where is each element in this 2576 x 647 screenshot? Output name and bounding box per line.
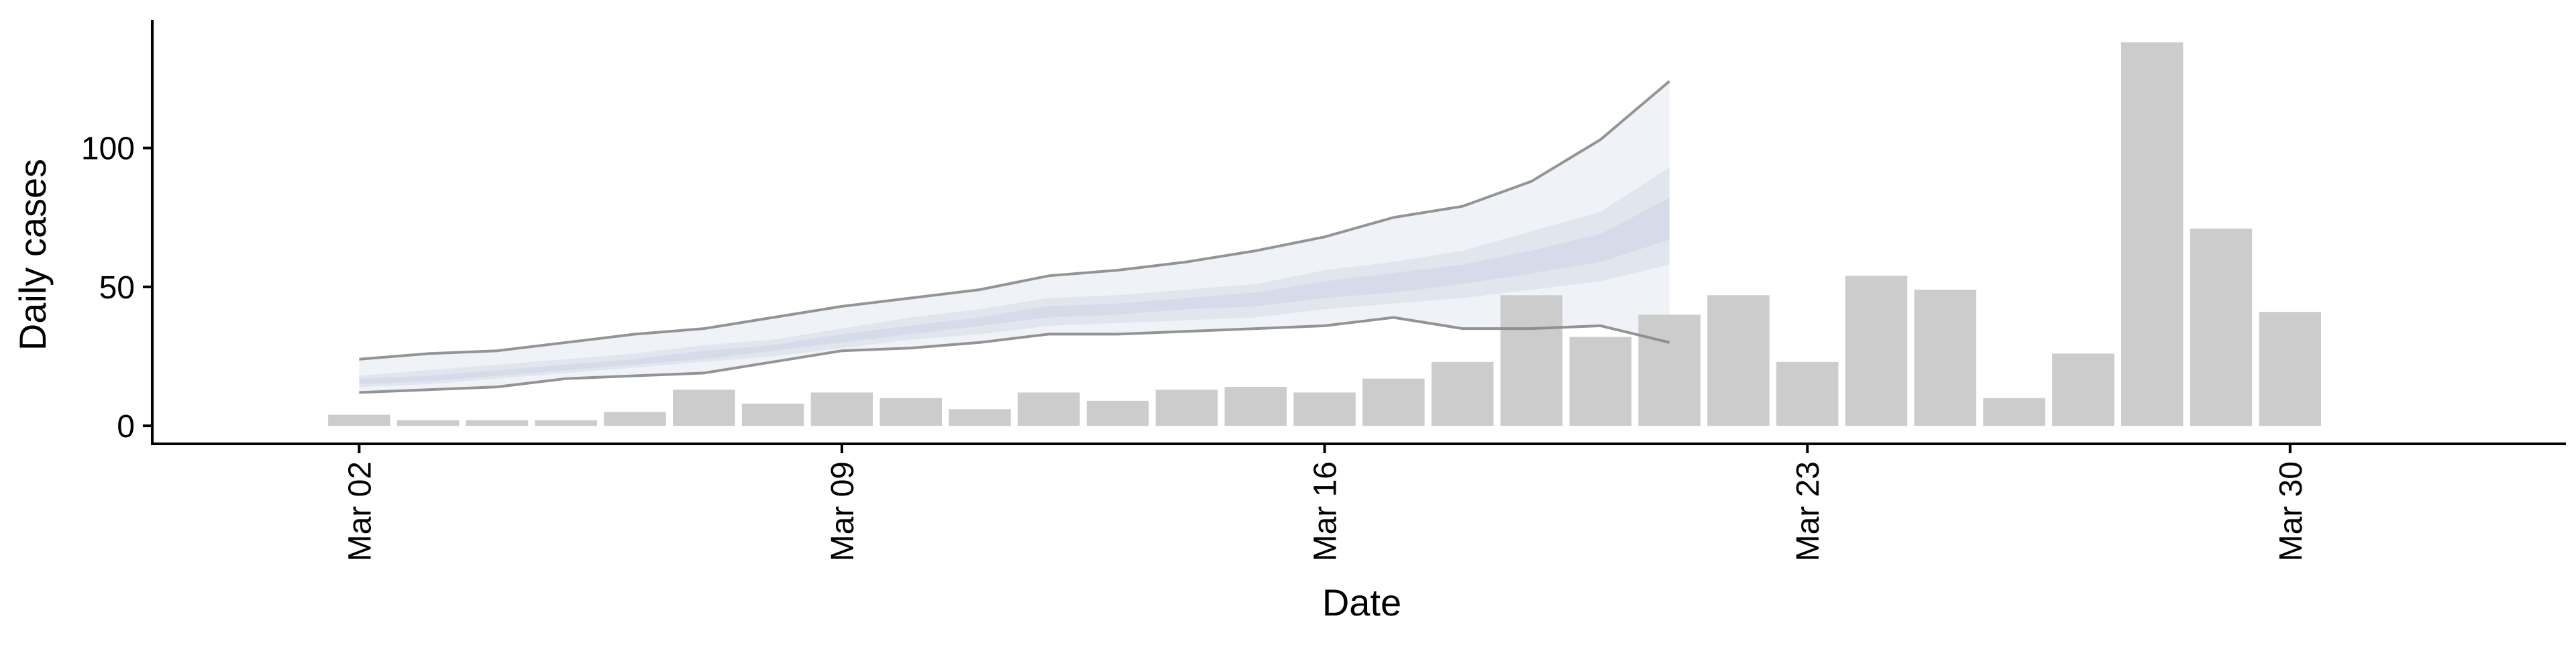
bar (1018, 392, 1080, 426)
bar (1500, 295, 1563, 426)
bar (1569, 337, 1631, 426)
x-tick-label: Mar 02 (342, 461, 378, 561)
bar (1845, 276, 1908, 426)
forecast-bands (359, 81, 1670, 393)
bar (1086, 400, 1149, 426)
y-axis-label: Daily cases (11, 159, 54, 351)
forecast-lower-line (359, 316, 1670, 394)
bar (879, 398, 942, 426)
forecast-lines (359, 80, 1670, 394)
bar (673, 390, 735, 426)
y-tick-label: 50 (99, 270, 135, 306)
x-tick-label: Mar 09 (825, 461, 861, 561)
forecast-inner-band (359, 167, 1670, 388)
bar (2052, 353, 2114, 426)
bar (2121, 42, 2184, 426)
bar (2190, 228, 2253, 426)
x-ticks: Mar 02 Mar 09 Mar 16 Mar 23 Mar 30 (342, 444, 2309, 561)
bar (1914, 290, 1976, 426)
bar (949, 409, 1011, 426)
forecast-upper-line (359, 80, 1670, 361)
y-tick-label: 0 (117, 409, 135, 445)
x-tick-label: Mar 30 (2273, 461, 2309, 561)
y-ticks: 0 50 100 (81, 131, 152, 445)
x-tick-label: Mar 23 (1790, 461, 1826, 561)
bar (1293, 392, 1356, 426)
x-axis-label: Date (1322, 581, 1401, 624)
bar (810, 392, 873, 426)
bar (741, 404, 804, 426)
x-tick-label: Mar 16 (1308, 461, 1344, 561)
bar (1776, 361, 1839, 426)
bar (1155, 390, 1218, 426)
bar (466, 420, 529, 426)
bar (1362, 378, 1425, 426)
bar (1707, 295, 1770, 426)
bar (535, 420, 597, 426)
bar (1638, 314, 1701, 426)
bar (604, 412, 666, 426)
y-tick-label: 100 (81, 131, 135, 167)
forecast-outer-band (359, 81, 1670, 393)
bar-series (328, 42, 2321, 426)
bar (1431, 361, 1494, 426)
bar (328, 414, 390, 426)
bar (1983, 398, 2045, 426)
bar (2259, 312, 2321, 426)
bar (1224, 387, 1287, 426)
bar (396, 420, 460, 426)
